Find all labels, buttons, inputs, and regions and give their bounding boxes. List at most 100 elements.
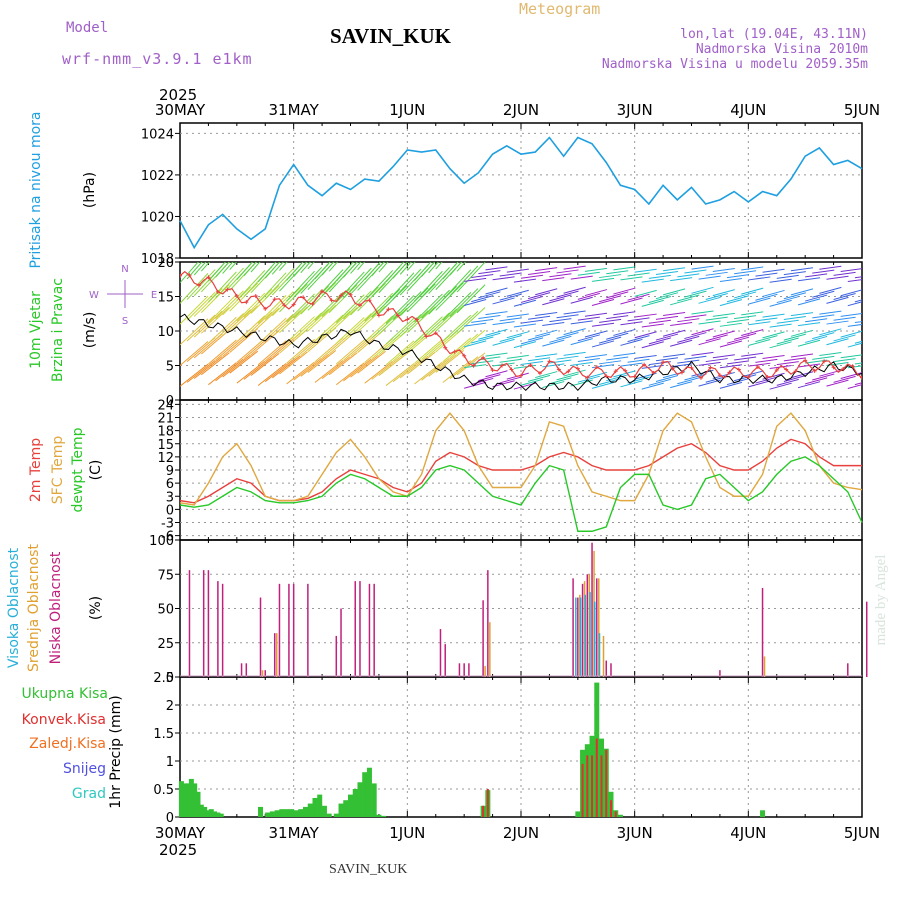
wind-barb bbox=[520, 274, 544, 279]
wind-barb bbox=[712, 354, 735, 359]
wind-barb bbox=[257, 262, 277, 283]
wind-barb bbox=[762, 355, 785, 360]
wind-barb bbox=[485, 352, 508, 357]
wind-barb bbox=[698, 296, 721, 304]
precip-bar bbox=[205, 810, 211, 817]
wind-barb bbox=[528, 357, 551, 362]
precip-bar bbox=[605, 749, 608, 817]
wind-barb bbox=[833, 334, 856, 342]
wind-barb bbox=[719, 299, 743, 307]
wind-barb bbox=[193, 310, 223, 338]
wind-barb bbox=[719, 364, 742, 369]
wind-barb bbox=[570, 296, 593, 304]
wind-barb bbox=[556, 314, 579, 319]
wind-barb bbox=[826, 361, 849, 366]
wind-barb bbox=[421, 357, 450, 381]
wind-barb bbox=[364, 315, 394, 343]
wind-barb bbox=[208, 316, 237, 344]
wind-barb bbox=[634, 289, 657, 297]
wind-barb bbox=[236, 270, 266, 301]
wind-barb bbox=[655, 292, 679, 300]
wind-barb bbox=[755, 358, 778, 363]
wind-barb bbox=[257, 363, 287, 386]
wind-barb bbox=[833, 358, 856, 363]
wind-barb bbox=[180, 295, 209, 325]
precip-bar bbox=[595, 738, 598, 817]
wind-barb bbox=[392, 359, 422, 383]
wind-barb bbox=[670, 298, 693, 306]
wind-barb bbox=[591, 277, 615, 282]
precip-bar bbox=[381, 815, 387, 817]
wind-barb bbox=[627, 293, 650, 301]
wind-barb bbox=[371, 262, 385, 277]
wind-barb bbox=[698, 379, 721, 387]
wind-barb bbox=[236, 292, 266, 322]
wind-barb bbox=[236, 315, 266, 343]
wind-barb bbox=[861, 380, 862, 381]
wind-barb bbox=[783, 375, 806, 383]
y-tick-label: 15 bbox=[157, 438, 174, 453]
wind-barb bbox=[570, 338, 593, 346]
wind-barb bbox=[406, 283, 436, 313]
wind-barb bbox=[528, 315, 551, 320]
precip-bar bbox=[581, 763, 584, 817]
wind-barb bbox=[563, 328, 586, 336]
wind-barb bbox=[200, 284, 230, 313]
wind-barb bbox=[208, 339, 237, 365]
wind-barb bbox=[314, 360, 344, 383]
wind-barb bbox=[485, 370, 508, 378]
precip-bar bbox=[188, 778, 194, 817]
wind-barb bbox=[215, 358, 244, 382]
precip-bar bbox=[600, 755, 603, 817]
wind-barb bbox=[826, 275, 849, 280]
wind-barb bbox=[812, 355, 835, 360]
wind-barb bbox=[279, 262, 288, 271]
wind-barb bbox=[314, 262, 331, 280]
wind-barb bbox=[222, 354, 251, 378]
wind-barb bbox=[776, 274, 799, 279]
wind-barb bbox=[328, 352, 358, 376]
wind-barb bbox=[250, 285, 280, 314]
compass-west: W bbox=[89, 290, 99, 301]
wind-barb bbox=[655, 374, 679, 382]
wind-barb bbox=[350, 309, 379, 337]
elevation-label: Nadmorska Visina 2010m bbox=[695, 42, 868, 57]
wind-barb bbox=[854, 340, 862, 344]
wind-barb bbox=[790, 329, 814, 337]
wind-barb bbox=[414, 262, 432, 281]
wind-barb bbox=[335, 294, 365, 324]
wind-barb bbox=[733, 332, 757, 340]
wind-barb bbox=[180, 341, 209, 366]
wind-barb bbox=[542, 277, 565, 282]
wind-barb bbox=[563, 310, 586, 315]
wind-barb bbox=[833, 293, 856, 301]
x-tick-label-bottom: 30MAY bbox=[155, 824, 206, 842]
wind-barb bbox=[535, 329, 558, 337]
wind-barb bbox=[812, 290, 835, 298]
wind-barb bbox=[264, 291, 294, 320]
wind-barb bbox=[584, 354, 608, 359]
wind-barb bbox=[549, 273, 572, 278]
wind-barb bbox=[335, 316, 365, 344]
wind-barb bbox=[734, 356, 757, 361]
wind-barb bbox=[613, 370, 636, 378]
wind-barb bbox=[606, 291, 629, 299]
wind-barb bbox=[385, 262, 405, 283]
wind-barb bbox=[556, 269, 579, 274]
y-tick-label: 9 bbox=[166, 464, 174, 479]
wind-barb bbox=[847, 323, 862, 327]
wind-barb bbox=[506, 289, 529, 297]
wind-barb bbox=[684, 355, 707, 360]
meteogram-label: Meteogram bbox=[519, 0, 601, 18]
wind-barb bbox=[357, 305, 386, 333]
temp-legend-dewpt: dewpt Temp bbox=[70, 427, 86, 512]
year-label-top: 2025 bbox=[159, 86, 197, 104]
wind-barb bbox=[762, 372, 785, 380]
x-tick-label-top: 30MAY bbox=[155, 101, 206, 119]
wind-barb bbox=[314, 314, 344, 342]
wind-barb bbox=[776, 296, 799, 304]
wind-barb bbox=[797, 322, 821, 327]
x-tick-label-top: 2JUN bbox=[503, 101, 539, 119]
wind-barb bbox=[847, 301, 862, 307]
wind-barb bbox=[797, 277, 821, 282]
